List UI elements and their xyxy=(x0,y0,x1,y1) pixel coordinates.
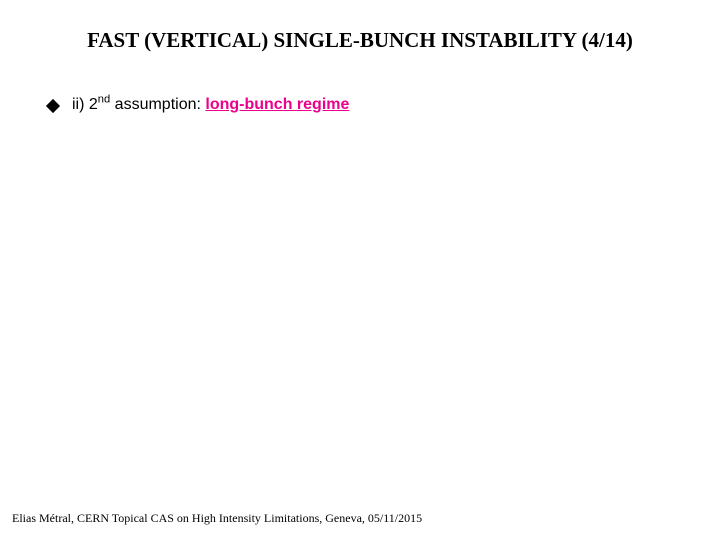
bullet-prefix: ii) 2 xyxy=(72,96,98,113)
bullet-text: ii) 2nd assumption: long-bunch regime xyxy=(72,96,349,114)
slide: FAST (VERTICAL) SINGLE-BUNCH INSTABILITY… xyxy=(0,0,720,540)
diamond-bullet-icon xyxy=(46,99,60,113)
slide-title: FAST (VERTICAL) SINGLE-BUNCH INSTABILITY… xyxy=(0,28,720,53)
bullet-highlight: long-bunch regime xyxy=(205,96,349,113)
slide-footer: Elias Métral, CERN Topical CAS on High I… xyxy=(12,511,422,526)
bullet-superscript: nd xyxy=(98,94,110,106)
bullet-mid: assumption: xyxy=(110,96,205,113)
bullet-item: ii) 2nd assumption: long-bunch regime xyxy=(48,96,349,114)
